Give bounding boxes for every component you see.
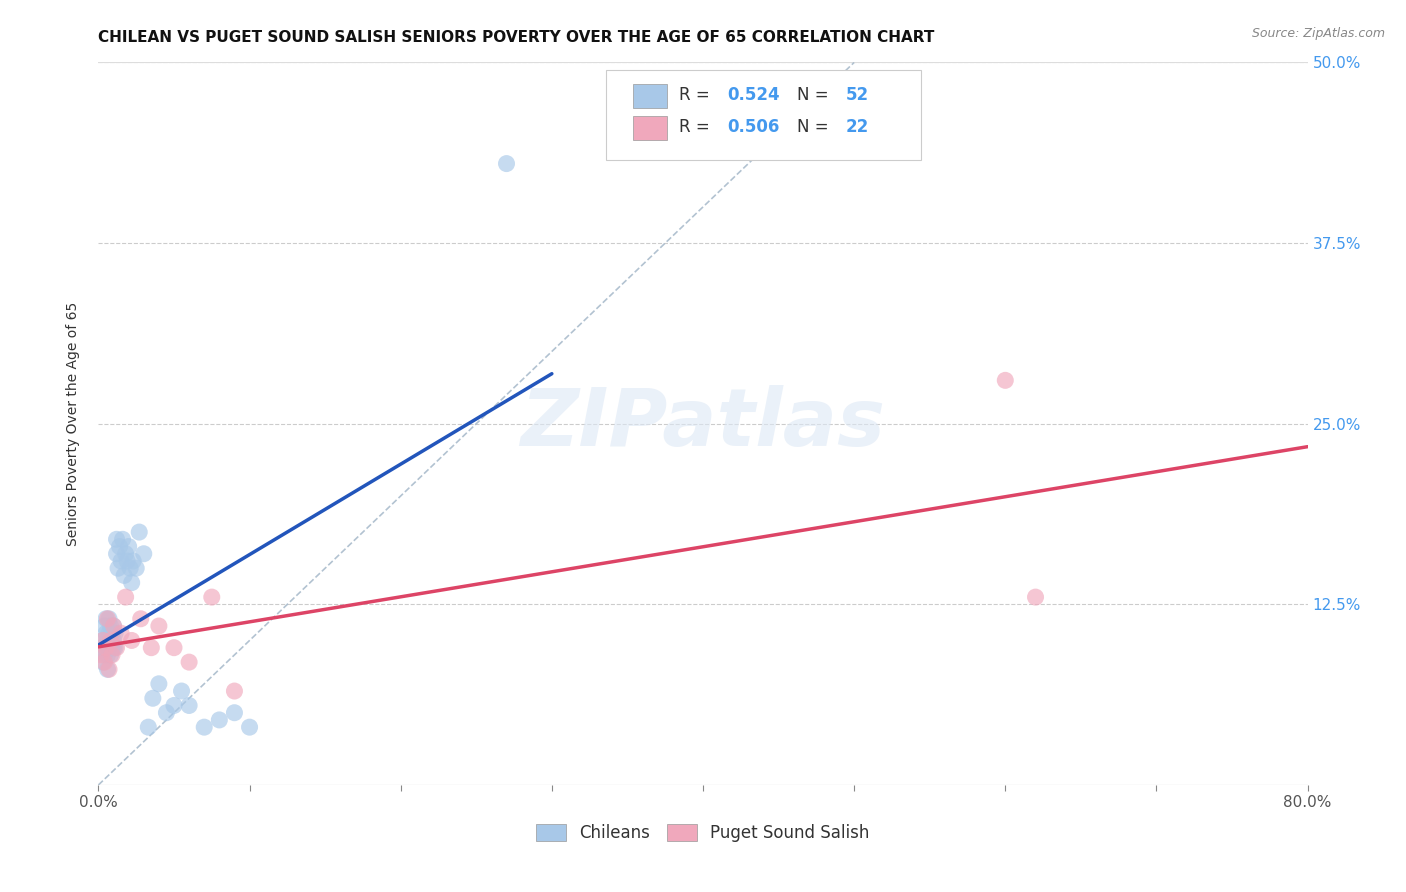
Point	[155, 706, 177, 720]
Point	[100, 619, 122, 633]
Point	[93, 655, 115, 669]
Point	[239, 720, 262, 734]
Text: 52: 52	[845, 86, 869, 104]
Point	[94, 640, 117, 655]
Point	[179, 655, 201, 669]
Point	[120, 561, 142, 575]
Point	[108, 540, 131, 554]
Point	[96, 633, 118, 648]
Point	[114, 590, 136, 604]
Point	[93, 619, 115, 633]
Text: 0.524: 0.524	[727, 86, 780, 104]
Point	[118, 540, 141, 554]
Point	[91, 633, 114, 648]
Point	[107, 561, 129, 575]
Point	[193, 720, 215, 734]
Point	[110, 554, 132, 568]
Point	[163, 640, 186, 655]
Point	[110, 626, 132, 640]
Point	[94, 640, 117, 655]
Point	[112, 568, 135, 582]
Point	[1024, 590, 1046, 604]
Point	[96, 662, 118, 676]
Point	[148, 619, 170, 633]
Point	[132, 547, 155, 561]
Point	[994, 373, 1017, 387]
Point	[128, 524, 150, 539]
Point	[90, 640, 112, 655]
Point	[495, 156, 517, 170]
Point	[101, 640, 124, 655]
Point	[96, 612, 118, 626]
Text: 0.506: 0.506	[727, 119, 779, 136]
Point	[122, 554, 145, 568]
Point	[90, 648, 112, 662]
Text: N =: N =	[797, 119, 834, 136]
Point	[98, 626, 121, 640]
Point	[101, 626, 124, 640]
Point	[105, 547, 128, 561]
Y-axis label: Seniors Poverty Over the Age of 65: Seniors Poverty Over the Age of 65	[66, 301, 80, 546]
Point	[103, 640, 125, 655]
Point	[224, 684, 246, 698]
Point	[104, 640, 127, 655]
Point	[105, 640, 128, 655]
Point	[141, 640, 163, 655]
Point	[136, 720, 159, 734]
Point	[94, 626, 117, 640]
Point	[100, 633, 122, 648]
Point	[148, 677, 170, 691]
Point	[224, 706, 246, 720]
Point	[103, 633, 125, 648]
Point	[105, 533, 128, 547]
Text: 22: 22	[845, 119, 869, 136]
Point	[163, 698, 186, 713]
Legend: Chileans, Puget Sound Salish: Chileans, Puget Sound Salish	[530, 817, 876, 849]
Point	[98, 612, 121, 626]
Point	[121, 633, 143, 648]
Point	[91, 655, 114, 669]
Point	[111, 533, 134, 547]
FancyBboxPatch shape	[606, 70, 921, 160]
Bar	[633, 116, 666, 140]
Point	[142, 691, 165, 706]
Point	[94, 612, 117, 626]
Point	[201, 590, 224, 604]
Point	[100, 648, 122, 662]
Point	[129, 612, 152, 626]
Point	[115, 554, 138, 568]
Text: ZIPatlas: ZIPatlas	[520, 384, 886, 463]
Point	[208, 713, 231, 727]
Point	[93, 648, 115, 662]
Point	[98, 662, 121, 676]
Point	[98, 640, 121, 655]
Point	[104, 626, 127, 640]
Point	[103, 619, 125, 633]
Point	[101, 648, 124, 662]
Point	[91, 633, 114, 648]
Bar	[633, 84, 666, 108]
Point	[121, 575, 143, 590]
Point	[179, 698, 201, 713]
Text: R =: R =	[679, 119, 714, 136]
Text: R =: R =	[679, 86, 714, 104]
Text: N =: N =	[797, 86, 834, 104]
Point	[103, 619, 125, 633]
Point	[125, 561, 148, 575]
Point	[100, 633, 122, 648]
Text: CHILEAN VS PUGET SOUND SALISH SENIORS POVERTY OVER THE AGE OF 65 CORRELATION CHA: CHILEAN VS PUGET SOUND SALISH SENIORS PO…	[98, 29, 935, 45]
Point	[114, 547, 136, 561]
Point	[170, 684, 193, 698]
Point	[96, 648, 118, 662]
Text: Source: ZipAtlas.com: Source: ZipAtlas.com	[1251, 27, 1385, 40]
